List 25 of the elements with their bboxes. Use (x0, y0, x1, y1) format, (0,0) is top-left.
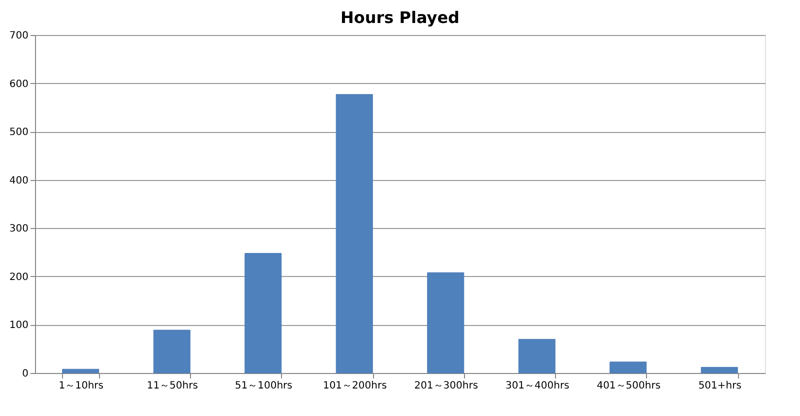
x-tick-label: 11～50hrs (146, 380, 198, 392)
bar (244, 253, 282, 374)
bar (427, 272, 464, 374)
chart-title: Hours Played (340, 8, 460, 27)
x-tick-label: 201～300hrs (414, 380, 478, 392)
y-tick-label: 100 (9, 320, 28, 332)
bar (153, 330, 190, 374)
x-tick-label: 501+hrs (698, 380, 742, 392)
y-tick-label: 200 (9, 272, 28, 283)
x-tick-label: 1～10hrs (58, 380, 104, 392)
y-tick-label: 0 (22, 368, 28, 380)
bar (336, 94, 373, 374)
x-tick-label: 301～400hrs (505, 380, 570, 392)
x-tick-label: 101～200hrs (322, 380, 387, 392)
bar (610, 362, 647, 374)
bar (62, 368, 100, 374)
y-tick-label: 400 (9, 175, 28, 186)
bar (700, 366, 738, 374)
y-tick-label: 500 (9, 127, 28, 138)
x-tick-label: 401～500hrs (596, 380, 661, 392)
y-tick-label: 700 (9, 30, 28, 42)
bar (518, 338, 556, 374)
x-tick-label: 51～100hrs (234, 380, 292, 392)
y-tick-label: 300 (9, 224, 28, 235)
y-tick-label: 600 (9, 78, 28, 90)
